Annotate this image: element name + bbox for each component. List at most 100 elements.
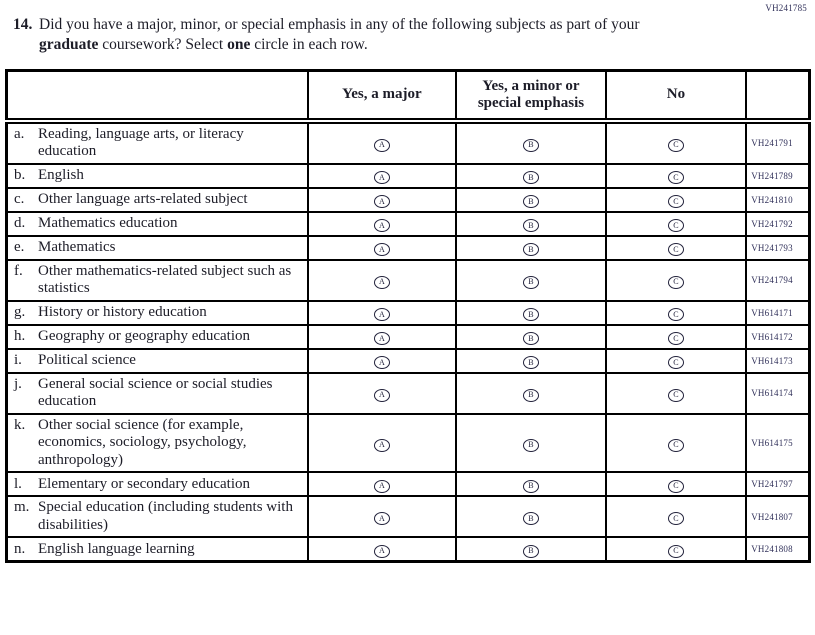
option-minor-bubble[interactable]: B	[522, 438, 539, 452]
option-cell-no: C	[604, 347, 748, 374]
option-no-bubble[interactable]: C	[667, 171, 684, 185]
option-cell-no: C	[604, 412, 748, 474]
option-cell-no: C	[604, 323, 748, 350]
option-minor-letter: B	[528, 440, 534, 450]
table-row: n. English language learning A B C VH241…	[5, 536, 811, 563]
option-no-bubble[interactable]: C	[667, 332, 684, 346]
column-header-no: No	[604, 69, 748, 124]
option-minor-bubble[interactable]: B	[522, 544, 539, 558]
option-minor-bubble[interactable]: B	[522, 171, 539, 185]
row-letter: h.	[14, 328, 26, 345]
option-minor-bubble[interactable]: B	[522, 388, 539, 402]
option-no-bubble[interactable]: C	[667, 275, 684, 289]
option-cell-major: A	[306, 186, 458, 213]
option-no-letter: C	[673, 244, 679, 254]
option-major-bubble[interactable]: A	[373, 332, 390, 346]
row-label: History or history education	[38, 304, 207, 321]
option-major-letter: A	[379, 481, 385, 491]
subject-cell: a. Reading, language arts, or literacy e…	[5, 119, 309, 165]
subject-cell: n. English language learning	[5, 536, 309, 563]
table-row: d. Mathematics education A B C VH241792	[5, 210, 811, 237]
row-code: VH614175	[745, 412, 811, 474]
row-code: VH241807	[745, 495, 811, 539]
option-cell-minor: B	[455, 234, 607, 261]
option-minor-bubble[interactable]: B	[522, 356, 539, 370]
column-header-minor: Yes, a minor or special emphasis	[455, 69, 607, 124]
option-cell-major: A	[306, 119, 458, 165]
option-no-bubble[interactable]: C	[667, 195, 684, 209]
option-major-bubble[interactable]: A	[373, 512, 390, 526]
option-no-letter: C	[673, 357, 679, 367]
option-major-bubble[interactable]: A	[373, 388, 390, 402]
option-major-letter: A	[379, 140, 385, 150]
row-code: VH241791	[745, 119, 811, 165]
option-no-bubble[interactable]: C	[667, 479, 684, 493]
option-minor-bubble[interactable]: B	[522, 195, 539, 209]
option-no-bubble[interactable]: C	[667, 388, 684, 402]
option-minor-bubble[interactable]: B	[522, 479, 539, 493]
option-major-bubble[interactable]: A	[373, 356, 390, 370]
option-no-bubble[interactable]: C	[667, 512, 684, 526]
question-number: 14.	[13, 16, 33, 33]
option-major-bubble[interactable]: A	[373, 275, 390, 289]
option-minor-bubble[interactable]: B	[522, 243, 539, 257]
column-header-code	[745, 69, 811, 124]
option-minor-bubble[interactable]: B	[522, 512, 539, 526]
table-row: l. Elementary or secondary education A B…	[5, 471, 811, 498]
row-code: VH241789	[745, 162, 811, 189]
subject-emphasis-table: Yes, a major Yes, a minor or special emp…	[5, 68, 811, 564]
row-label: Other social science (for example, econo…	[38, 416, 247, 468]
question-block: 14. Did you have a major, minor, or spec…	[0, 0, 815, 56]
option-no-letter: C	[673, 196, 679, 206]
row-code: VH241793	[745, 234, 811, 261]
option-no-letter: C	[673, 333, 679, 343]
table-row: c. Other language arts-related subject A…	[5, 186, 811, 213]
option-no-bubble[interactable]: C	[667, 308, 684, 322]
option-cell-minor: B	[455, 347, 607, 374]
option-no-letter: C	[673, 481, 679, 491]
option-major-bubble[interactable]: A	[373, 438, 390, 452]
option-major-bubble[interactable]: A	[373, 544, 390, 558]
option-minor-bubble[interactable]: B	[522, 219, 539, 233]
row-code: VH241794	[745, 258, 811, 302]
option-no-bubble[interactable]: C	[667, 219, 684, 233]
option-minor-bubble[interactable]: B	[522, 138, 539, 152]
row-letter: i.	[14, 352, 22, 369]
option-no-bubble[interactable]: C	[667, 243, 684, 257]
option-cell-major: A	[306, 258, 458, 302]
option-no-bubble[interactable]: C	[667, 544, 684, 558]
subject-cell: k. Other social science (for example, ec…	[5, 412, 309, 474]
option-major-letter: A	[379, 440, 385, 450]
option-major-bubble[interactable]: A	[373, 138, 390, 152]
option-major-bubble[interactable]: A	[373, 479, 390, 493]
row-label: Special education (including students wi…	[38, 499, 293, 533]
subject-cell: b. English	[5, 162, 309, 189]
subject-cell: j. General social science or social stud…	[5, 371, 309, 415]
table-row: m. Special education (including students…	[5, 495, 811, 539]
option-major-bubble[interactable]: A	[373, 219, 390, 233]
option-minor-letter: B	[528, 357, 534, 367]
option-minor-bubble[interactable]: B	[522, 332, 539, 346]
option-major-letter: A	[379, 513, 385, 523]
row-label: Reading, language arts, or literacy educ…	[38, 125, 244, 160]
option-cell-minor: B	[455, 186, 607, 213]
option-minor-letter: B	[528, 333, 534, 343]
option-no-bubble[interactable]: C	[667, 356, 684, 370]
option-minor-letter: B	[528, 390, 534, 400]
option-no-letter: C	[673, 513, 679, 523]
option-minor-letter: B	[528, 244, 534, 254]
option-no-bubble[interactable]: C	[667, 138, 684, 152]
option-cell-no: C	[604, 119, 748, 165]
option-minor-bubble[interactable]: B	[522, 275, 539, 289]
option-major-bubble[interactable]: A	[373, 243, 390, 257]
option-major-bubble[interactable]: A	[373, 171, 390, 185]
option-minor-bubble[interactable]: B	[522, 308, 539, 322]
option-no-letter: C	[673, 390, 679, 400]
option-no-bubble[interactable]: C	[667, 438, 684, 452]
row-letter: j.	[14, 375, 22, 392]
option-major-bubble[interactable]: A	[373, 308, 390, 322]
option-minor-letter: B	[528, 481, 534, 491]
option-cell-major: A	[306, 323, 458, 350]
row-code: VH241810	[745, 186, 811, 213]
option-major-bubble[interactable]: A	[373, 195, 390, 209]
